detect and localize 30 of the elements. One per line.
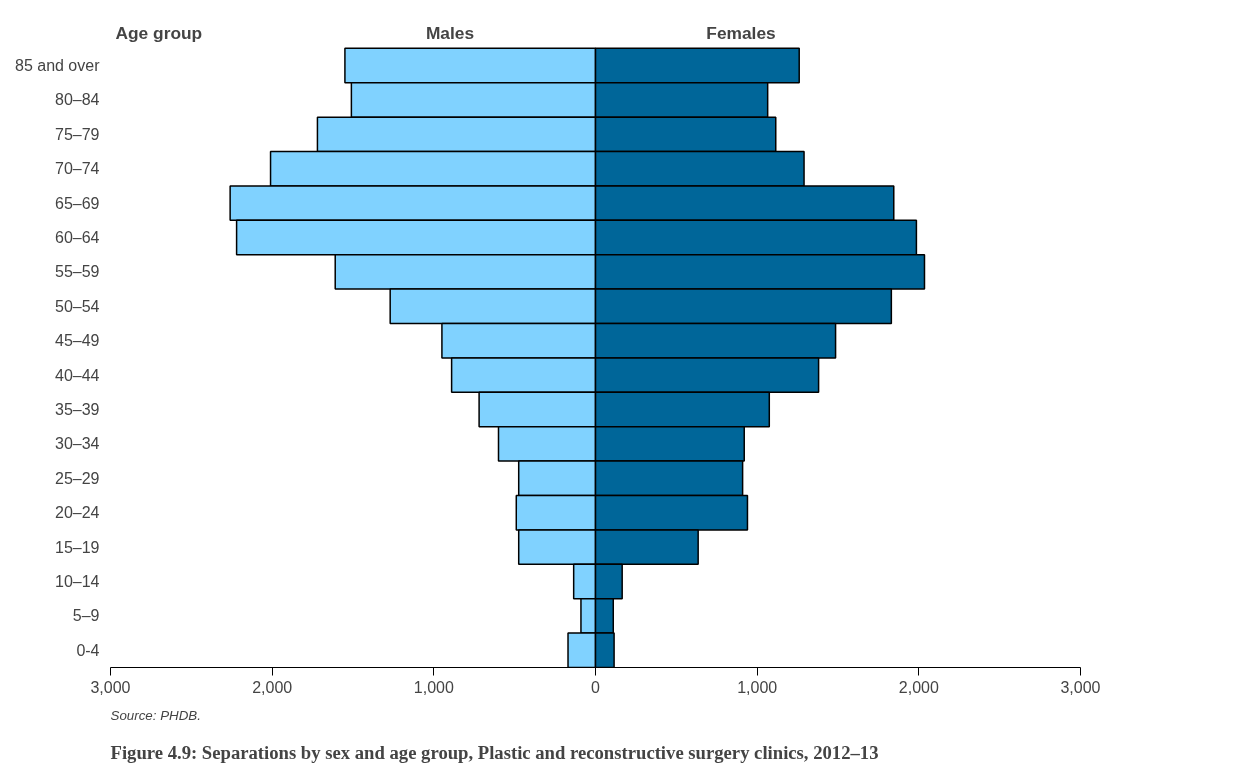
y-tick-label: 40–44 [55, 366, 100, 384]
y-tick-label: 80–84 [55, 91, 100, 109]
y-tick-label: 35–39 [55, 401, 100, 419]
x-tick-label: 1,000 [413, 678, 454, 696]
x-tick-label: 2,000 [898, 678, 939, 696]
series-label: Males [425, 23, 475, 44]
x-tick-label: 3,000 [90, 678, 131, 696]
y-tick-label: 0-4 [76, 641, 100, 659]
y-axis-title: Age group [115, 23, 203, 44]
x-tick-label: 1,000 [737, 678, 778, 696]
y-tick-label: 85 and over [14, 57, 101, 75]
y-tick-label: 70–74 [55, 160, 100, 178]
y-tick-label: 75–79 [55, 125, 100, 143]
text: Figure 4.9: Separations by sex and age group, Plastic and reconstructive surgery clinics, 2012–13 [110, 742, 879, 763]
y-tick-label: 15–19 [55, 538, 100, 556]
y-tick-label: 10–14 [55, 573, 100, 591]
y-tick-label: 25–29 [55, 469, 100, 487]
y-tick-label: 55–59 [55, 263, 100, 281]
y-tick-label: 50–54 [55, 297, 100, 315]
source-note: Source: PHDB. [110, 707, 201, 723]
x-tick-label: 0 [591, 678, 601, 696]
y-tick-label: 65–69 [55, 194, 100, 212]
y-tick-label: 45–49 [55, 332, 100, 350]
y-tick-label: 60–64 [55, 229, 100, 247]
x-tick-label: 2,000 [252, 678, 293, 696]
y-tick-label: 30–34 [55, 435, 100, 453]
y-tick-label: 20–24 [55, 504, 100, 522]
x-tick-label: 3,000 [1060, 678, 1101, 696]
series-label: Females [706, 23, 776, 44]
y-tick-label: 5–9 [72, 607, 100, 625]
